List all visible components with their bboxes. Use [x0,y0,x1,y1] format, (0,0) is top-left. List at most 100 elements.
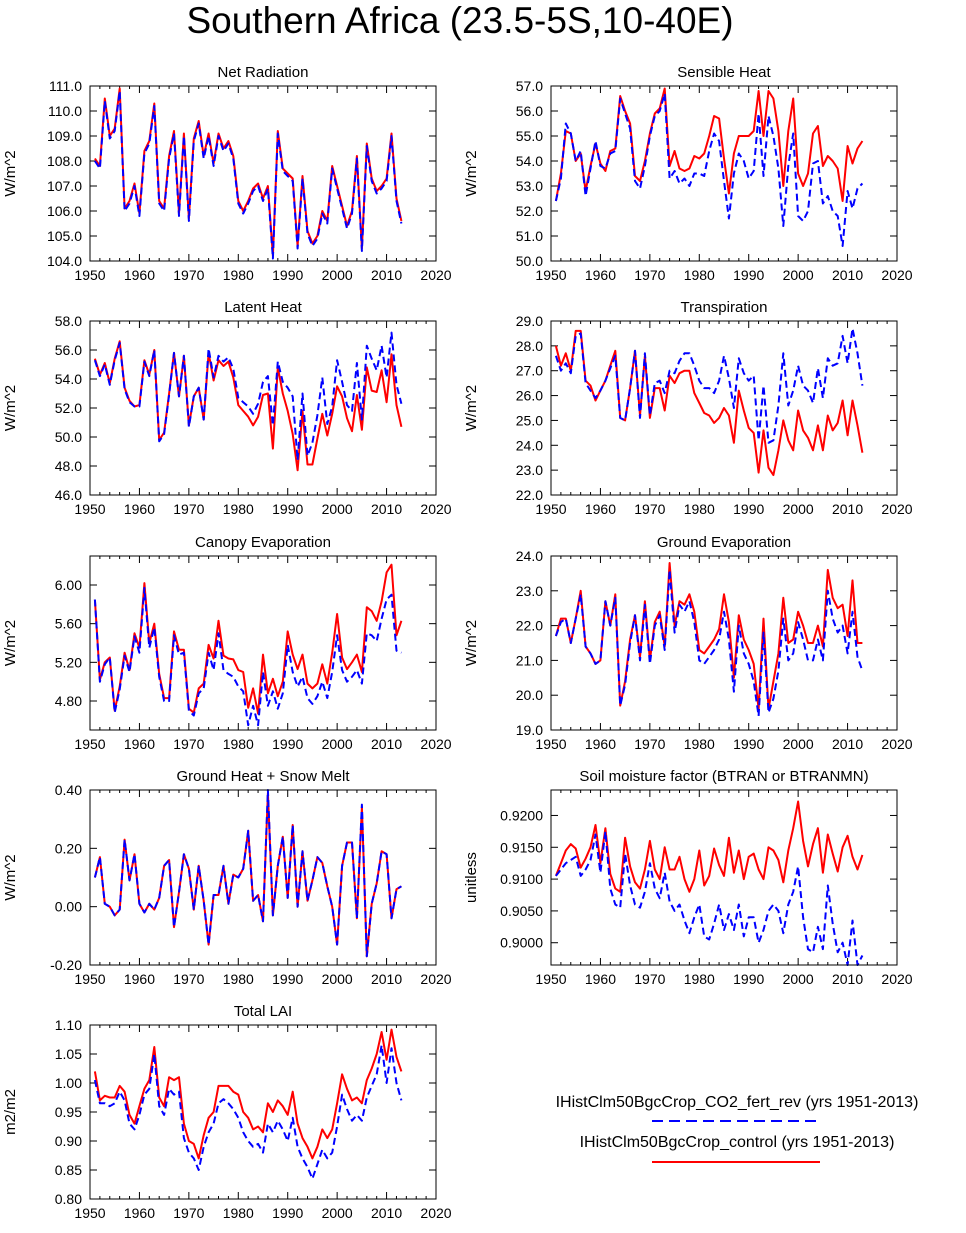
y-tick-label: -0.20 [50,957,82,973]
x-tick-label: 1990 [272,1205,303,1221]
series-line-control [554,800,864,893]
y-tick-label: 57.0 [516,78,543,94]
legend-label-control: IHistClm50BgcCrop_control (yrs 1951-2013… [580,1134,895,1151]
x-tick-label: 1970 [173,736,204,752]
panel-title: Transpiration [681,299,768,316]
x-tick-label: 2010 [832,736,863,752]
y-tick-label: 0.20 [55,840,82,856]
y-tick-label: 104.0 [47,253,82,269]
x-tick-label: 2010 [371,501,402,517]
x-tick-label: 2000 [783,267,814,283]
x-tick-label: 2020 [881,971,912,987]
y-axis-label: W/m^2 [463,385,480,431]
panel-title: Sensible Heat [677,64,771,81]
panel-total-lai: Total LAI m2/m2 1950 1960 1970 1980 1990 2000 20… [2,1003,452,1221]
y-tick-label: 0.9000 [500,935,543,951]
y-axis-label: W/m^2 [463,150,480,196]
series-line-co2-fert-rev [555,830,864,966]
x-tick-label: 1970 [634,971,665,987]
y-tick-label: 107.0 [47,178,82,194]
y-tick-label: 55.0 [516,128,543,144]
x-tick-label: 2000 [783,501,814,517]
x-tick-label: 1970 [634,267,665,283]
x-tick-label: 2020 [420,267,451,283]
panel-transpiration: Transpiration W/m^2 1950 1960 1970 1980 1990 20… [463,299,913,517]
x-tick-label: 1980 [223,971,254,987]
x-tick-label: 2020 [420,501,451,517]
x-tick-label: 1990 [733,736,764,752]
plot-frame [89,1024,437,1200]
plot-frame [550,320,898,496]
x-tick-label: 1990 [733,501,764,517]
panel-title: Net Radiation [218,64,309,81]
y-tick-label: 1.05 [55,1046,82,1062]
x-tick-label: 1990 [733,971,764,987]
series-line-co2-fert-rev [554,327,864,444]
y-tick-label: 56.0 [55,342,82,358]
y-tick-label: 22.0 [516,487,543,503]
y-tick-label: 108.0 [47,153,82,169]
x-tick-label: 1970 [173,267,204,283]
x-tick-label: 1970 [173,1205,204,1221]
panel-net-radiation: Net Radiation W/m^2 1950 1960 1970 1980 1990 20… [2,64,452,283]
y-tick-label: 56.0 [516,103,543,119]
panel-ground-evaporation: Ground Evaporation W/m^2 1950 1960 1970 1980 1… [463,534,913,752]
y-tick-label: 0.9100 [500,871,543,887]
y-tick-label: 25.0 [516,412,543,428]
x-tick-label: 1990 [272,971,303,987]
figure-title: Southern Africa (23.5-5S,10-40E) [186,0,733,41]
x-tick-label: 1950 [535,736,566,752]
y-tick-label: 26.0 [516,388,543,404]
y-tick-label: 22.0 [516,618,543,634]
plot-frame [550,789,898,966]
panel-title: Soil moisture factor (BTRAN or BTRANMN) [579,768,868,785]
y-tick-label: 20.0 [516,687,543,703]
panel-sensible-heat: Sensible Heat W/m^2 1950 1960 1970 1980 1990 20… [463,64,913,283]
y-tick-label: 1.00 [55,1075,82,1091]
x-tick-label: 1970 [634,501,665,517]
x-tick-label: 1970 [634,736,665,752]
plot-frame [89,555,437,731]
x-tick-label: 1950 [74,501,105,517]
plot-frame [89,789,437,966]
plot-frame [550,85,898,262]
y-tick-label: 6.00 [55,577,82,593]
series-line-control [554,87,864,202]
y-tick-label: 29.0 [516,313,543,329]
y-tick-label: 53.0 [516,178,543,194]
y-tick-label: 24.0 [516,548,543,564]
x-tick-label: 1950 [535,267,566,283]
y-tick-label: 54.0 [516,153,543,169]
panels: Net Radiation W/m^2 1950 1960 1970 1980 1990 20… [2,64,913,1221]
x-tick-label: 1980 [684,736,715,752]
y-tick-label: 0.40 [55,782,82,798]
x-tick-label: 1960 [124,971,155,987]
y-tick-label: 5.60 [55,616,82,632]
x-tick-label: 1980 [223,501,254,517]
y-tick-label: 48.0 [55,458,82,474]
y-tick-label: 24.0 [516,437,543,453]
y-tick-label: 4.80 [55,693,82,709]
x-tick-label: 2000 [322,971,353,987]
y-tick-label: 0.00 [55,899,82,915]
y-tick-label: 0.85 [55,1162,82,1178]
x-tick-label: 1950 [535,971,566,987]
x-tick-label: 1980 [684,971,715,987]
series-line-control [554,329,864,477]
x-tick-label: 1960 [124,1205,155,1221]
y-tick-label: 19.0 [516,722,543,738]
series-line-control [93,1028,403,1160]
x-tick-label: 1960 [124,501,155,517]
x-tick-label: 2010 [371,971,402,987]
y-tick-label: 0.9050 [500,903,543,919]
y-tick-label: 0.9200 [500,807,543,823]
x-tick-label: 2010 [832,971,863,987]
x-tick-label: 1950 [74,736,105,752]
y-tick-label: 0.80 [55,1191,82,1207]
x-tick-label: 2000 [322,736,353,752]
series-line-co2-fert-rev [554,92,864,247]
series-line-co2-fert-rev [93,586,402,727]
legend: IHistClm50BgcCrop_CO2_fert_rev (yrs 1951… [556,1094,918,1163]
x-tick-label: 1950 [535,501,566,517]
